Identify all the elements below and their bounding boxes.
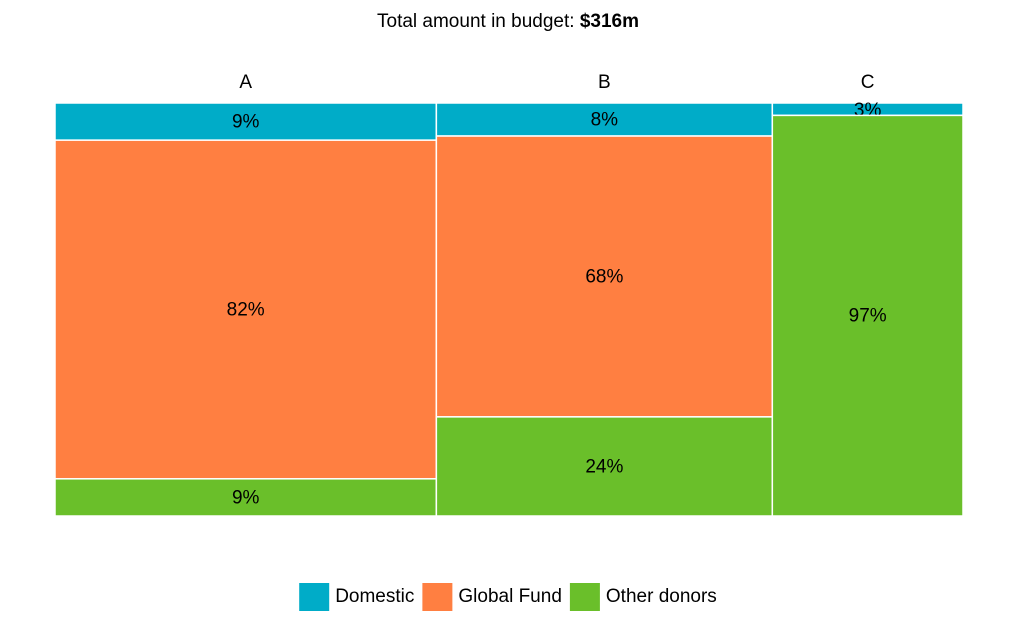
legend-label: Domestic (335, 586, 414, 607)
segment (54, 139, 438, 480)
legend-swatch (569, 583, 600, 611)
value-label: 97% (849, 306, 887, 327)
legend-label: Global Fund (458, 586, 562, 607)
segment (54, 102, 438, 141)
segment (435, 416, 774, 517)
value-label: 8% (591, 110, 619, 131)
legend-swatch (299, 583, 330, 611)
value-label: 24% (585, 456, 623, 477)
value-label: 68% (585, 266, 623, 287)
category-label: A (239, 72, 252, 93)
value-label: 82% (227, 300, 265, 321)
segment (54, 478, 438, 517)
value-label: 9% (232, 112, 260, 133)
value-label: 9% (232, 487, 260, 508)
chart-total: $316m (580, 11, 639, 32)
segment (771, 114, 964, 517)
legend-swatch (422, 583, 453, 611)
segment (435, 135, 774, 418)
chart-title: Total amount in budget: (377, 11, 575, 32)
chart-title-group: Total amount in budget: $316m (377, 11, 639, 32)
category-label: C (861, 72, 875, 93)
legend-label: Other donors (606, 586, 717, 607)
category-label: B (598, 72, 611, 93)
